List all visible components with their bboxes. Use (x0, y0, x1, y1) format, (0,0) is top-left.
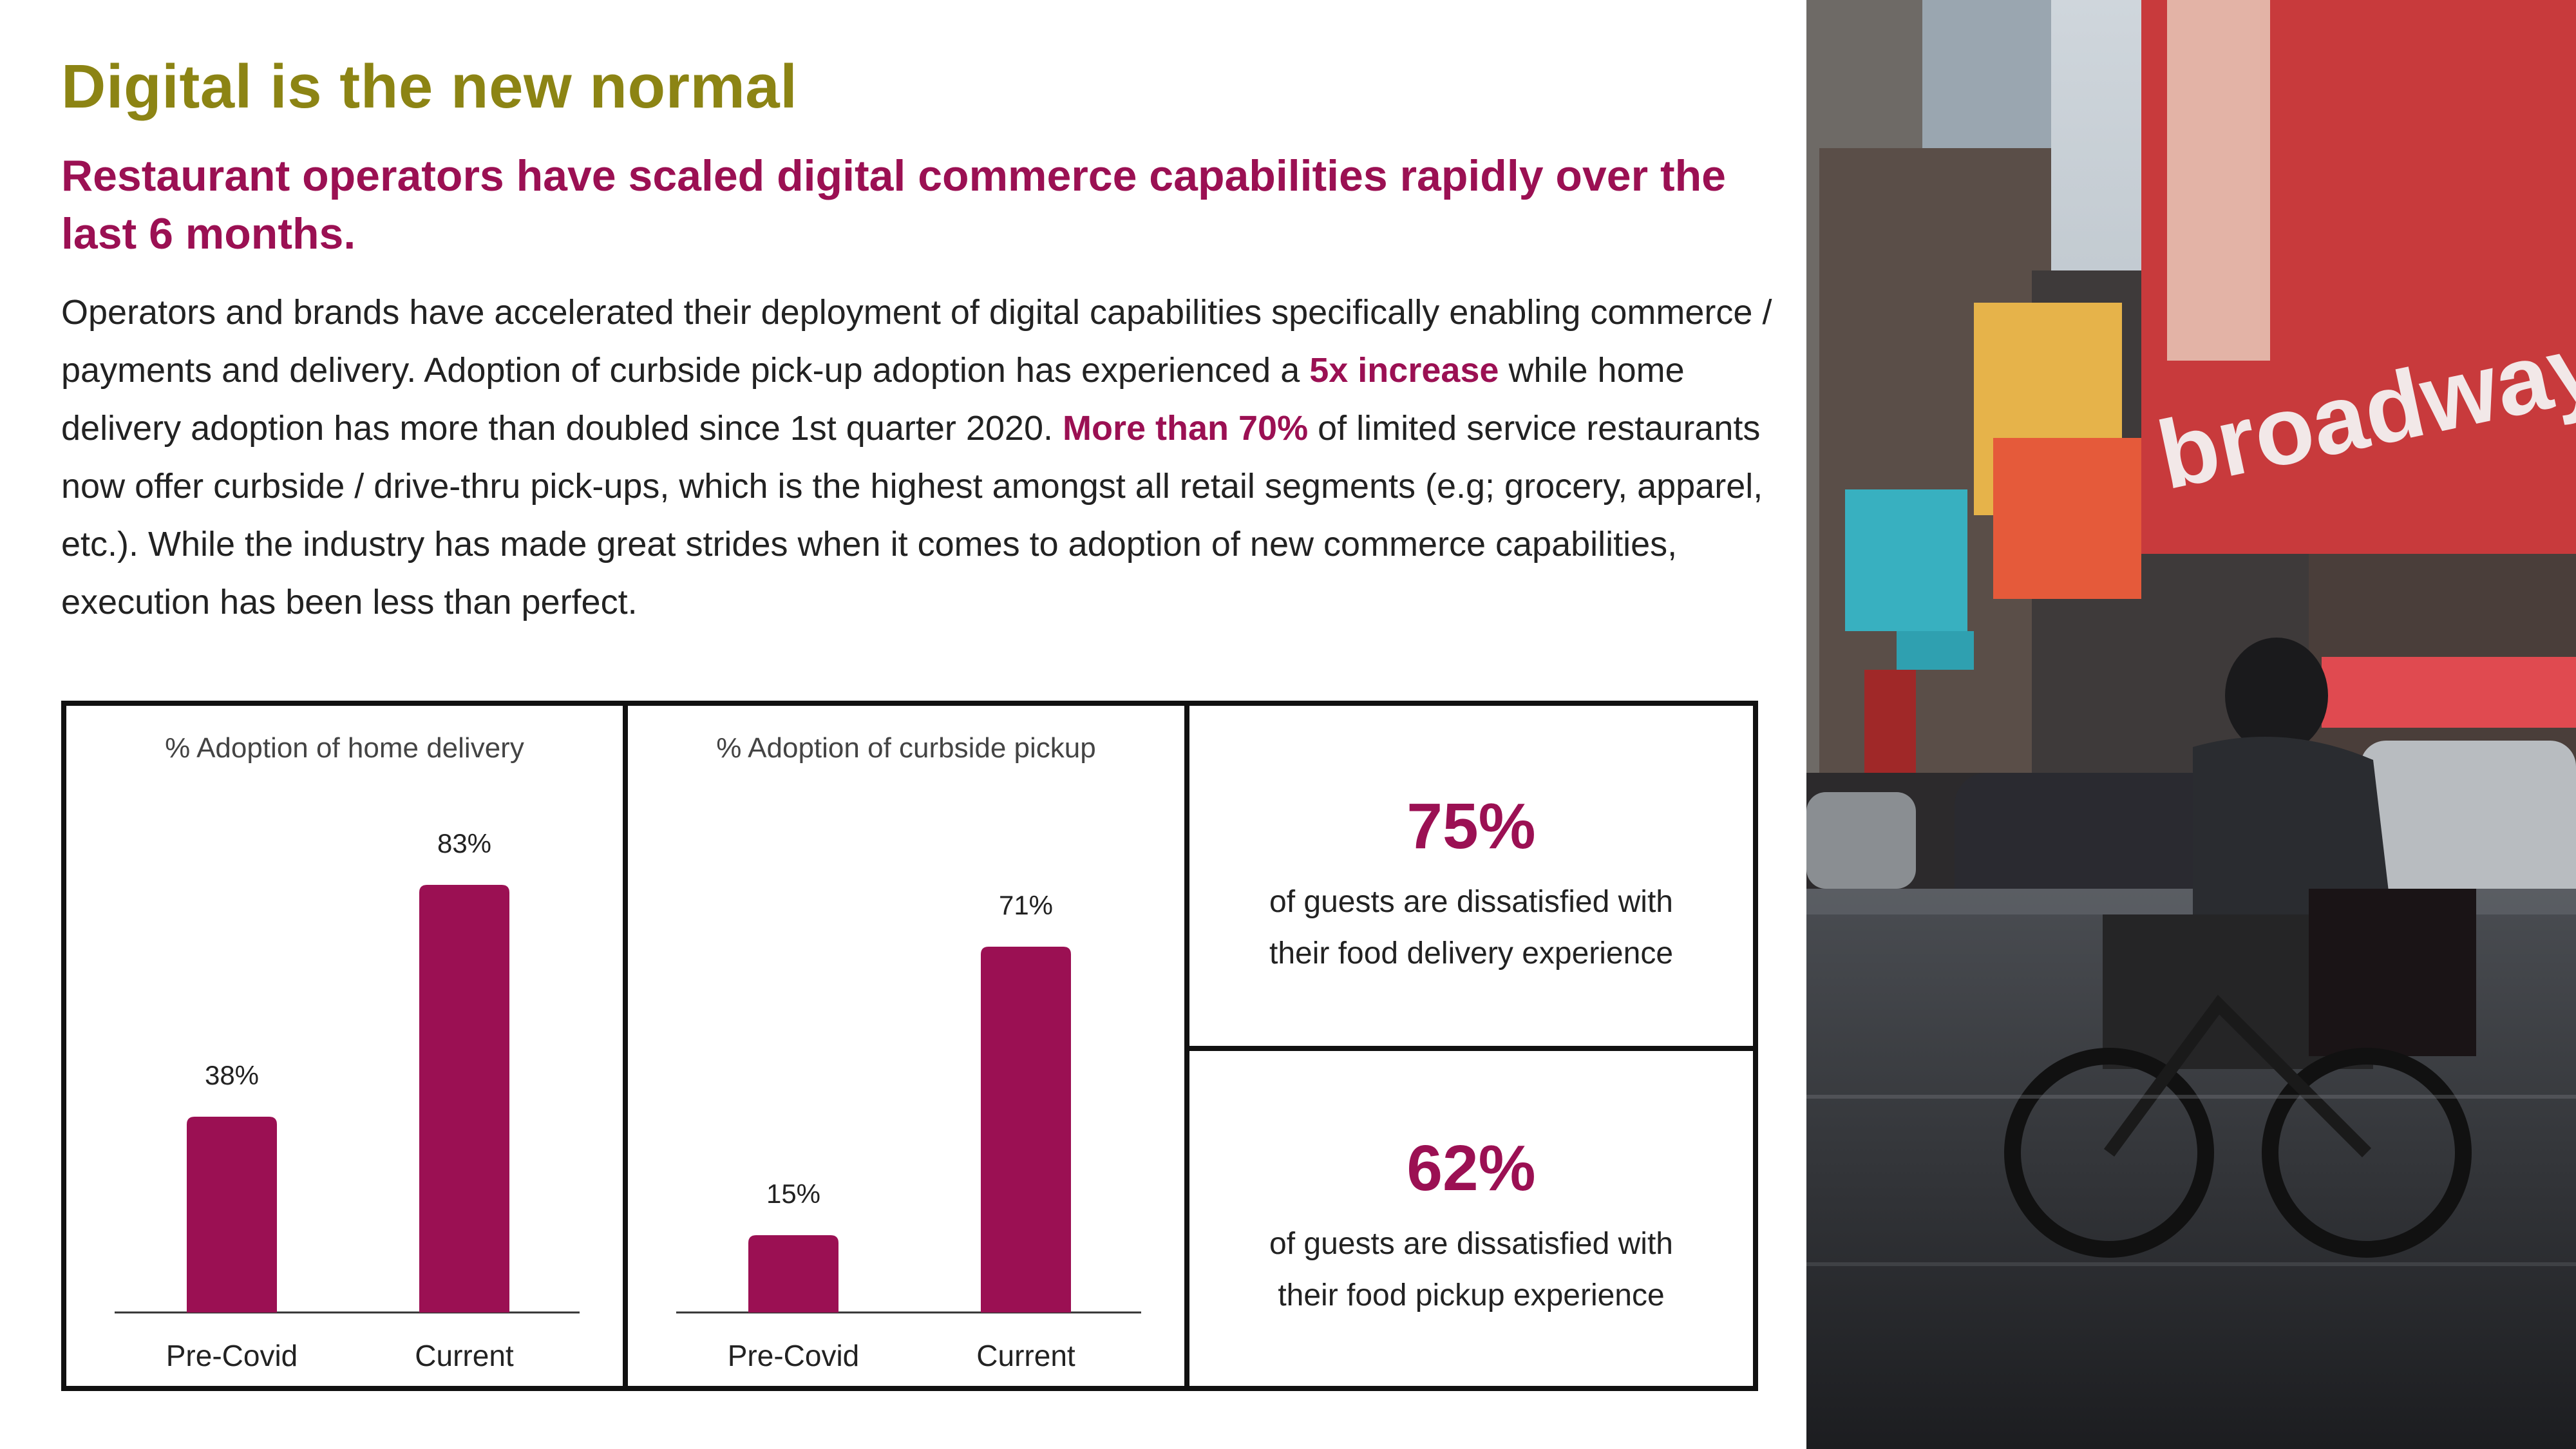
highlight-more-than-70: More than 70% (1063, 409, 1309, 448)
data-label: 15% (766, 1179, 820, 1209)
street-photo: broadway (1806, 0, 2576, 1449)
body-text-1: Operators and brands have accelerated th… (61, 293, 1772, 390)
bar-group: 38% Pre-Covid 83% Current (166, 828, 514, 1372)
category-label: Pre-Covid (166, 1339, 298, 1372)
category-label: Pre-Covid (728, 1339, 860, 1372)
category-label: Current (415, 1339, 514, 1372)
stat-value: 75% (1406, 790, 1536, 862)
stat-value: 62% (1406, 1132, 1536, 1204)
bar-current (419, 885, 509, 1312)
street-photo-delivery-cyclist-icon: broadway (1806, 0, 2576, 1449)
data-label: 71% (999, 890, 1053, 920)
highlight-5x-increase: 5x increase (1309, 351, 1499, 390)
page-subtitle: Restaurant operators have scaled digital… (61, 151, 1726, 258)
body-text-2: while home delivery adoption has more th… (61, 351, 1685, 448)
data-label: 83% (437, 828, 491, 858)
body-text-3: of limited service restaurants now offer… (61, 409, 1763, 621)
stat-description-line1: of guests are dissatisfied with (1269, 1227, 1673, 1261)
category-label: Current (976, 1339, 1075, 1372)
pickup-dissatisfaction-stat: 62% of guests are dissatisfied with thei… (1184, 1046, 1758, 1391)
chart-title: % Adoption of home delivery (165, 732, 524, 764)
home-delivery-chart: % Adoption of home delivery 38% Pre-Covid… (115, 732, 580, 1372)
stat-description-line1: of guests are dissatisfied with (1269, 885, 1673, 919)
stat-description-line2: their food pickup experience (1278, 1278, 1665, 1312)
curbside-pickup-chart-panel: % Adoption of curbside pickup 15% Pre-Cov… (623, 701, 1189, 1391)
curbside-pickup-chart: % Adoption of curbside pickup 15% Pre-Cov… (676, 732, 1141, 1372)
page-title: Digital is the new normal (61, 52, 798, 121)
data-label: 38% (205, 1060, 259, 1090)
delivery-dissatisfaction-stat: 75% of guests are dissatisfied with thei… (1184, 701, 1758, 1051)
bar-current (981, 947, 1071, 1312)
body-paragraph: Operators and brands have accelerated th… (61, 283, 1787, 631)
home-delivery-chart-panel: % Adoption of home delivery 38% Pre-Covid… (61, 701, 628, 1391)
stat-description-line2: their food delivery experience (1269, 936, 1674, 971)
bar-group: 15% Pre-Covid 71% Current (728, 890, 1075, 1372)
bar-pre-covid (748, 1235, 838, 1312)
bar-pre-covid (187, 1117, 277, 1312)
chart-title: % Adoption of curbside pickup (716, 732, 1096, 764)
